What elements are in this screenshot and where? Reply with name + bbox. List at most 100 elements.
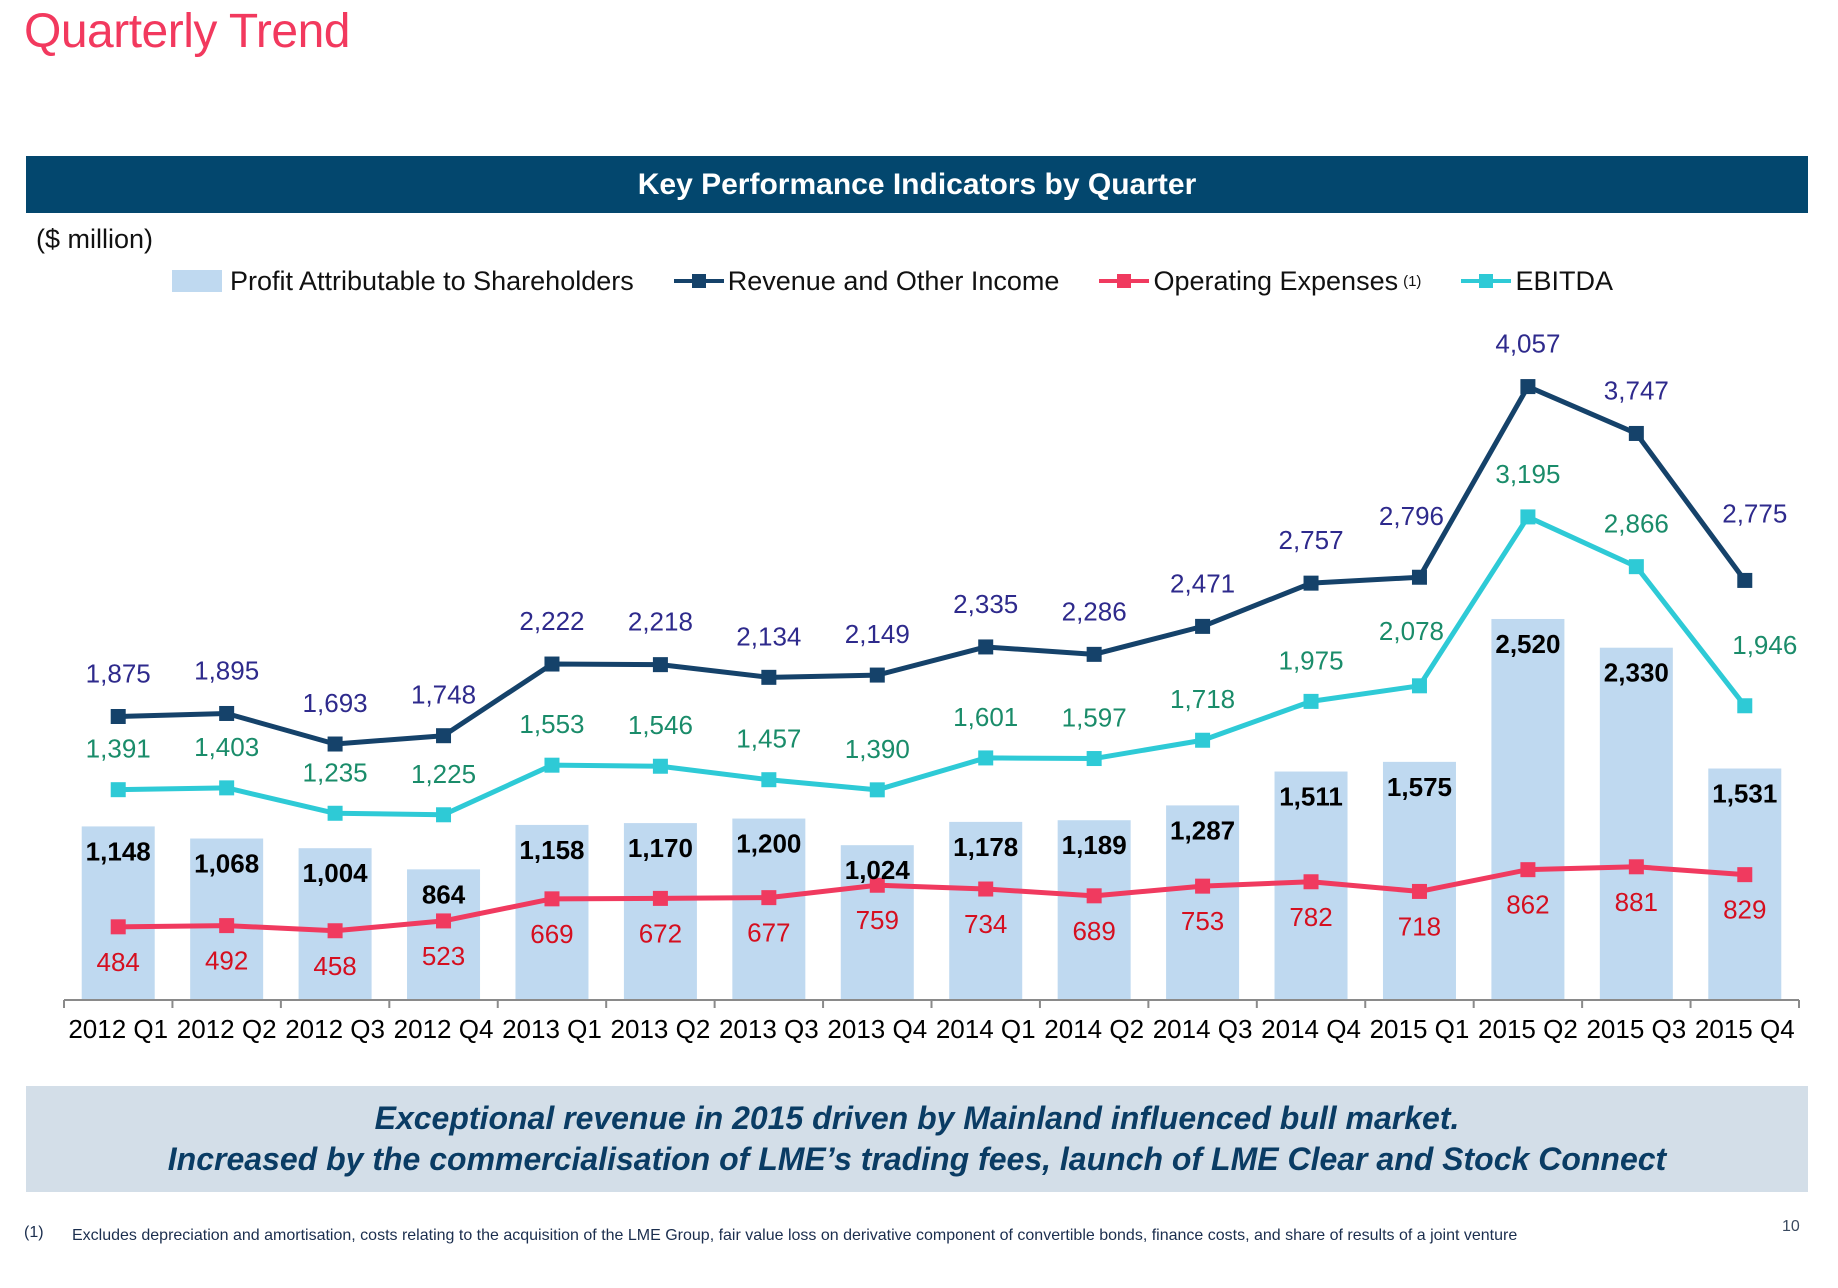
bar-profit bbox=[1708, 768, 1782, 1000]
revenue-data-label: 2,796 bbox=[1379, 501, 1444, 531]
operating-expenses-data-label: 484 bbox=[97, 947, 140, 977]
revenue-marker bbox=[1411, 569, 1427, 585]
revenue-marker bbox=[1737, 572, 1753, 588]
ebitda-marker bbox=[1520, 509, 1536, 525]
profit-data-label: 1,024 bbox=[845, 855, 911, 885]
bar-profit bbox=[840, 845, 914, 1000]
callout-line-2: Increased by the commercialisation of LM… bbox=[167, 1141, 1667, 1177]
x-tick-label: 2015 Q3 bbox=[1586, 1014, 1686, 1044]
callout-box: Exceptional revenue in 2015 driven by Ma… bbox=[26, 1086, 1808, 1192]
bar-profit bbox=[1491, 618, 1565, 1000]
ebitda-marker bbox=[110, 782, 126, 798]
bar-profit bbox=[81, 826, 155, 1000]
revenue-marker bbox=[1303, 575, 1319, 591]
revenue-data-label: 1,748 bbox=[411, 680, 476, 710]
operating-expenses-marker bbox=[1303, 874, 1319, 890]
revenue-marker bbox=[761, 669, 777, 685]
revenue-data-label: 3,747 bbox=[1604, 375, 1669, 405]
operating-expenses-data-label: 759 bbox=[856, 905, 899, 935]
x-tick-label: 2012 Q4 bbox=[394, 1014, 494, 1044]
profit-data-label: 1,068 bbox=[194, 849, 259, 879]
ebitda-marker bbox=[1195, 732, 1211, 748]
bar-profit bbox=[1057, 820, 1131, 1000]
ebitda-data-label: 1,225 bbox=[411, 759, 476, 789]
operating-expenses-marker bbox=[978, 881, 994, 897]
ebitda-marker bbox=[978, 750, 994, 766]
revenue-marker bbox=[652, 657, 668, 673]
bar-profit bbox=[732, 818, 806, 1000]
operating-expenses-data-label: 669 bbox=[530, 919, 573, 949]
legend-label: Operating Expenses bbox=[1153, 265, 1399, 296]
ebitda-data-label: 1,457 bbox=[736, 724, 801, 754]
profit-data-label: 2,520 bbox=[1495, 629, 1560, 659]
x-tick-label: 2012 Q3 bbox=[285, 1014, 385, 1044]
ebitda-marker bbox=[869, 782, 885, 798]
legend-item-operating-expenses: Operating Expenses (1) bbox=[1099, 266, 1421, 297]
kpi-chart: 2012 Q1 2012 Q2 2012 Q3 2012 Q4 2013 Q1 2013 … bbox=[63, 329, 1800, 1044]
footnote-text: Excludes depreciation and amortisation, … bbox=[72, 1227, 1518, 1244]
revenue-data-label: 2,134 bbox=[736, 621, 801, 651]
ebitda-data-label: 1,718 bbox=[1170, 684, 1235, 714]
revenue-marker bbox=[219, 705, 235, 721]
revenue-marker bbox=[1628, 425, 1644, 441]
profit-data-label: 1,148 bbox=[86, 836, 151, 866]
legend-item-ebitda: EBITDA bbox=[1461, 266, 1613, 297]
ebitda-marker bbox=[327, 805, 343, 821]
legend-label: EBITDA bbox=[1515, 265, 1613, 296]
operating-expenses-marker bbox=[1195, 878, 1211, 894]
profit-data-label: 1,158 bbox=[519, 835, 584, 865]
revenue-data-label: 1,693 bbox=[303, 688, 368, 718]
legend-line-marker-icon bbox=[1461, 274, 1512, 288]
revenue-data-label: 2,775 bbox=[1722, 498, 1787, 528]
ebitda-marker bbox=[1411, 678, 1427, 694]
x-tick-label: 2013 Q4 bbox=[827, 1014, 927, 1044]
legend-item-profit: Profit Attributable to Shareholders bbox=[172, 266, 634, 297]
x-tick-label: 2014 Q3 bbox=[1153, 1014, 1253, 1044]
operating-expenses-marker bbox=[869, 877, 885, 893]
revenue-data-label: 2,335 bbox=[953, 589, 1018, 619]
operating-expenses-data-label: 782 bbox=[1289, 902, 1332, 932]
operating-expenses-marker bbox=[1737, 867, 1753, 883]
x-tick-label: 2013 Q1 bbox=[502, 1014, 602, 1044]
revenue-marker bbox=[110, 709, 126, 724]
ebitda-data-label: 1,546 bbox=[628, 710, 693, 740]
profit-data-label: 1,170 bbox=[628, 833, 693, 863]
legend-line-marker-icon bbox=[673, 274, 724, 288]
bar-profit bbox=[949, 821, 1023, 1000]
footnote: (1) Excludes depreciation and amortisati… bbox=[24, 1224, 1712, 1247]
bar-profit bbox=[623, 823, 697, 1000]
bar-profit bbox=[407, 869, 481, 1000]
operating-expenses-data-label: 492 bbox=[205, 946, 248, 976]
revenue-marker bbox=[436, 728, 452, 744]
operating-expenses-data-label: 458 bbox=[313, 951, 356, 981]
revenue-marker bbox=[978, 639, 994, 655]
operating-expenses-data-label: 862 bbox=[1506, 890, 1549, 920]
legend-label: Profit Attributable to Shareholders bbox=[230, 265, 634, 296]
ebitda-marker bbox=[1737, 698, 1753, 714]
bar-profit bbox=[1382, 761, 1456, 1000]
ebitda-line bbox=[118, 514, 1747, 818]
operating-expenses-marker bbox=[110, 919, 126, 935]
page-number: 10 bbox=[1782, 1218, 1800, 1235]
revenue-marker bbox=[1086, 646, 1102, 662]
x-tick-label: 2015 Q4 bbox=[1695, 1014, 1795, 1044]
footnote-marker: (1) bbox=[24, 1224, 44, 1241]
profit-data-label: 1,287 bbox=[1170, 815, 1235, 845]
ebitda-data-label: 1,946 bbox=[1732, 630, 1797, 660]
profit-data-label: 1,511 bbox=[1279, 782, 1343, 812]
legend-label: Revenue and Other Income bbox=[727, 265, 1060, 296]
page-title: Quarterly Trend bbox=[24, 5, 350, 58]
profit-data-label: 1,004 bbox=[303, 858, 369, 888]
operating-expenses-data-label: 881 bbox=[1615, 887, 1658, 917]
revenue-marker bbox=[544, 656, 560, 672]
revenue-data-label: 4,057 bbox=[1495, 329, 1560, 359]
profit-data-label: 2,330 bbox=[1604, 658, 1669, 688]
ebitda-data-label: 3,195 bbox=[1495, 459, 1560, 489]
revenue-data-label: 2,757 bbox=[1278, 525, 1343, 555]
revenue-line bbox=[118, 384, 1747, 747]
operating-expenses-marker bbox=[1086, 888, 1102, 904]
ebitda-data-label: 2,866 bbox=[1604, 509, 1669, 539]
operating-expenses-marker bbox=[219, 918, 235, 934]
chart-legend: Profit Attributable to Shareholders Reve… bbox=[172, 264, 1653, 298]
revenue-data-label: 2,286 bbox=[1062, 596, 1127, 626]
